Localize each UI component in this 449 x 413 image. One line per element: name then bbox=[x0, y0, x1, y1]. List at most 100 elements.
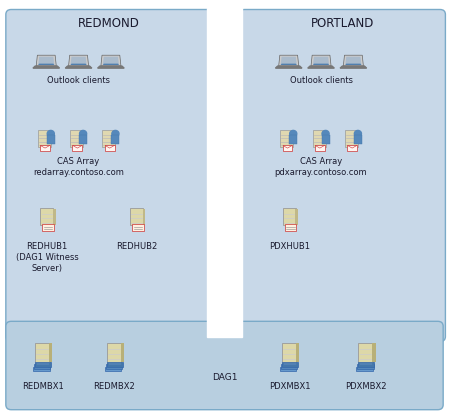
FancyBboxPatch shape bbox=[47, 135, 55, 144]
FancyBboxPatch shape bbox=[315, 145, 325, 151]
FancyBboxPatch shape bbox=[34, 364, 50, 369]
Polygon shape bbox=[121, 343, 124, 362]
Text: REDMBX1: REDMBX1 bbox=[22, 382, 63, 391]
Circle shape bbox=[112, 131, 119, 137]
Text: Outlook clients: Outlook clients bbox=[290, 76, 352, 85]
Circle shape bbox=[47, 131, 54, 137]
Polygon shape bbox=[32, 66, 60, 68]
FancyBboxPatch shape bbox=[70, 130, 83, 147]
Polygon shape bbox=[281, 57, 297, 65]
Polygon shape bbox=[143, 209, 145, 225]
FancyBboxPatch shape bbox=[313, 130, 326, 147]
FancyBboxPatch shape bbox=[6, 321, 443, 410]
FancyBboxPatch shape bbox=[111, 135, 119, 144]
FancyBboxPatch shape bbox=[285, 224, 296, 231]
Circle shape bbox=[79, 131, 87, 137]
FancyBboxPatch shape bbox=[357, 367, 373, 371]
FancyBboxPatch shape bbox=[105, 145, 114, 151]
FancyBboxPatch shape bbox=[105, 367, 121, 371]
Text: REDMOND: REDMOND bbox=[78, 17, 140, 30]
FancyBboxPatch shape bbox=[321, 135, 330, 144]
Polygon shape bbox=[339, 66, 367, 68]
Text: REDMBX2: REDMBX2 bbox=[94, 382, 135, 391]
FancyBboxPatch shape bbox=[79, 135, 87, 144]
FancyBboxPatch shape bbox=[72, 145, 82, 151]
Polygon shape bbox=[103, 57, 119, 65]
Circle shape bbox=[354, 131, 361, 137]
Polygon shape bbox=[313, 57, 329, 65]
Polygon shape bbox=[295, 209, 298, 225]
FancyBboxPatch shape bbox=[239, 9, 445, 342]
FancyBboxPatch shape bbox=[35, 343, 49, 363]
FancyBboxPatch shape bbox=[281, 364, 297, 369]
Polygon shape bbox=[311, 55, 331, 66]
FancyBboxPatch shape bbox=[38, 130, 51, 147]
FancyBboxPatch shape bbox=[347, 145, 357, 151]
FancyBboxPatch shape bbox=[42, 224, 54, 231]
FancyBboxPatch shape bbox=[289, 135, 297, 144]
Polygon shape bbox=[307, 66, 335, 68]
Polygon shape bbox=[313, 64, 329, 65]
Circle shape bbox=[322, 131, 329, 137]
Polygon shape bbox=[275, 66, 302, 68]
FancyBboxPatch shape bbox=[6, 9, 212, 342]
FancyBboxPatch shape bbox=[106, 362, 123, 367]
Circle shape bbox=[290, 131, 297, 137]
FancyBboxPatch shape bbox=[282, 343, 296, 363]
Polygon shape bbox=[53, 209, 56, 225]
Polygon shape bbox=[65, 66, 92, 68]
FancyBboxPatch shape bbox=[106, 364, 122, 369]
Polygon shape bbox=[345, 64, 361, 65]
Polygon shape bbox=[70, 57, 87, 65]
Polygon shape bbox=[103, 64, 119, 65]
FancyBboxPatch shape bbox=[33, 367, 49, 371]
FancyBboxPatch shape bbox=[130, 208, 143, 225]
FancyBboxPatch shape bbox=[358, 362, 374, 367]
Polygon shape bbox=[97, 66, 125, 68]
Text: DAG1: DAG1 bbox=[212, 373, 237, 382]
Polygon shape bbox=[275, 66, 303, 68]
Polygon shape bbox=[69, 55, 88, 66]
Text: PDXMBX1: PDXMBX1 bbox=[269, 382, 310, 391]
FancyBboxPatch shape bbox=[283, 208, 296, 225]
Text: Outlook clients: Outlook clients bbox=[47, 76, 110, 85]
Text: PDXHUB1: PDXHUB1 bbox=[269, 242, 310, 251]
FancyBboxPatch shape bbox=[35, 362, 51, 367]
Polygon shape bbox=[65, 66, 92, 68]
Text: CAS Array
pdxarray.contoso.com: CAS Array pdxarray.contoso.com bbox=[275, 157, 367, 177]
Polygon shape bbox=[38, 64, 54, 65]
FancyBboxPatch shape bbox=[282, 362, 298, 367]
FancyBboxPatch shape bbox=[102, 130, 115, 147]
Text: PDXMBX2: PDXMBX2 bbox=[345, 382, 387, 391]
Polygon shape bbox=[33, 66, 60, 68]
Polygon shape bbox=[49, 343, 53, 362]
Polygon shape bbox=[345, 57, 361, 65]
Polygon shape bbox=[70, 64, 87, 65]
FancyBboxPatch shape bbox=[357, 364, 374, 369]
FancyBboxPatch shape bbox=[280, 367, 296, 371]
Text: CAS Array
redarray.contoso.com: CAS Array redarray.contoso.com bbox=[33, 157, 124, 177]
Polygon shape bbox=[281, 64, 297, 65]
Text: REDHUB2: REDHUB2 bbox=[116, 242, 158, 251]
FancyBboxPatch shape bbox=[40, 208, 53, 225]
Polygon shape bbox=[343, 55, 363, 66]
FancyBboxPatch shape bbox=[282, 145, 292, 151]
Polygon shape bbox=[296, 343, 299, 362]
FancyBboxPatch shape bbox=[40, 145, 50, 151]
FancyBboxPatch shape bbox=[280, 130, 293, 147]
Polygon shape bbox=[97, 66, 124, 68]
Text: REDHUB1
(DAG1 Witness
Server): REDHUB1 (DAG1 Witness Server) bbox=[16, 242, 79, 273]
FancyBboxPatch shape bbox=[358, 343, 373, 363]
Text: PORTLAND: PORTLAND bbox=[311, 17, 374, 30]
FancyBboxPatch shape bbox=[354, 135, 362, 144]
Polygon shape bbox=[101, 55, 121, 66]
Polygon shape bbox=[308, 66, 335, 68]
Bar bbox=[207, 8, 242, 337]
Polygon shape bbox=[279, 55, 299, 66]
FancyBboxPatch shape bbox=[132, 224, 144, 231]
FancyBboxPatch shape bbox=[345, 130, 358, 147]
FancyBboxPatch shape bbox=[107, 343, 121, 363]
Polygon shape bbox=[38, 57, 54, 65]
Polygon shape bbox=[36, 55, 56, 66]
Polygon shape bbox=[340, 66, 367, 68]
